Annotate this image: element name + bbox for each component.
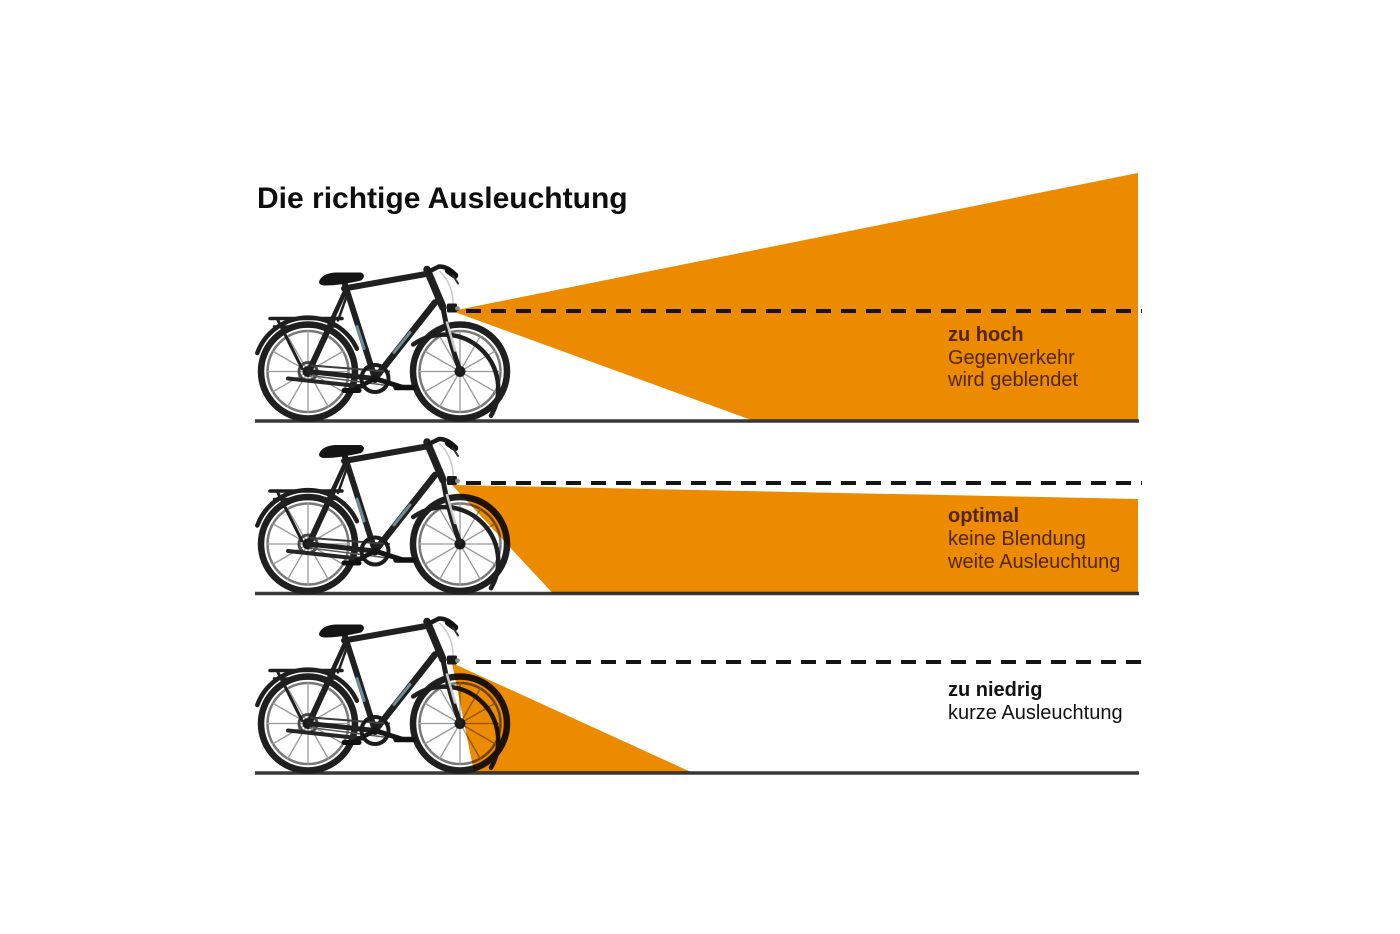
headlight-beam-too-high	[452, 173, 1138, 420]
row-label-line: weite Ausleuchtung	[947, 551, 1120, 573]
row-heading: optimal	[948, 505, 1019, 527]
row-optimal: optimal keine Blendung weite Ausleuchtun…	[255, 439, 1142, 596]
row-label-line: Gegenverkehr	[948, 347, 1075, 369]
headlight-beam-optimal	[452, 485, 1138, 593]
row-heading: zu hoch	[948, 324, 1024, 346]
bicycle-icon	[257, 267, 507, 419]
row-label-line: keine Blendung	[948, 528, 1086, 550]
row-heading: zu niedrig	[948, 679, 1042, 701]
headlight-beam-too-low	[452, 663, 691, 772]
row-label-line: kurze Ausleuchtung	[948, 702, 1123, 724]
row-label-line: wird geblendet	[947, 369, 1079, 391]
diagram-title: Die richtige Ausleuchtung	[257, 182, 628, 215]
row-zu-niedrig: zu niedrig kurze Ausleuchtung	[255, 619, 1142, 775]
bicycle-icon	[257, 439, 507, 591]
row-zu-hoch: zu hoch Gegenverkehr wird geblendet	[255, 173, 1142, 423]
